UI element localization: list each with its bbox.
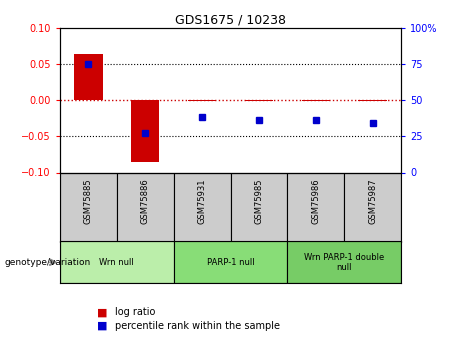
Bar <box>131 100 160 161</box>
Bar <box>117 172 174 242</box>
Text: ■: ■ <box>97 321 107 331</box>
Bar <box>174 241 287 283</box>
Bar <box>358 100 387 101</box>
Bar <box>60 241 174 283</box>
Text: Wrn PARP-1 double
null: Wrn PARP-1 double null <box>304 253 384 272</box>
Text: GSM75986: GSM75986 <box>311 178 320 224</box>
Text: GSM75931: GSM75931 <box>198 178 207 224</box>
Text: ■: ■ <box>97 307 107 317</box>
Text: PARP-1 null: PARP-1 null <box>207 258 254 267</box>
Bar <box>74 55 102 100</box>
Text: Wrn null: Wrn null <box>100 258 134 267</box>
Bar <box>60 172 117 242</box>
Text: GSM75885: GSM75885 <box>84 178 93 224</box>
Text: GSM75985: GSM75985 <box>254 178 263 224</box>
Text: genotype/variation: genotype/variation <box>5 258 91 267</box>
Bar <box>287 172 344 242</box>
Text: GSM75987: GSM75987 <box>368 178 377 224</box>
Bar <box>174 172 230 242</box>
Text: percentile rank within the sample: percentile rank within the sample <box>115 321 280 331</box>
Bar <box>230 172 287 242</box>
Text: log ratio: log ratio <box>115 307 156 317</box>
Text: GSM75886: GSM75886 <box>141 178 150 224</box>
Bar <box>188 100 216 101</box>
Title: GDS1675 / 10238: GDS1675 / 10238 <box>175 13 286 27</box>
Bar <box>301 100 330 101</box>
Bar <box>344 172 401 242</box>
Bar <box>287 241 401 283</box>
Bar <box>245 100 273 101</box>
